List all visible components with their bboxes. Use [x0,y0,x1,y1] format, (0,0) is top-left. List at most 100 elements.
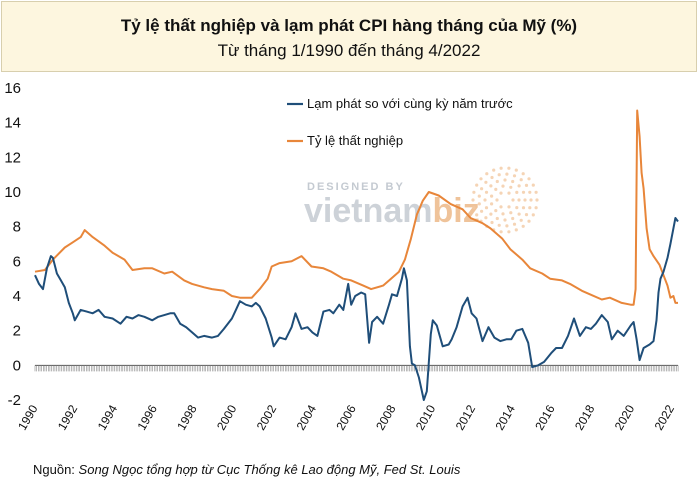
watermark-dot [494,209,498,213]
y-tick-label: 6 [13,253,21,270]
watermark-dot [531,183,535,187]
watermark-dot [503,178,507,182]
watermark-dot [484,180,488,184]
watermark-dot [529,198,533,202]
legend-label-inflation: Lạm phát so với cùng kỳ năm trước [307,96,513,111]
watermark-dot [501,212,505,216]
watermark-dot [477,194,481,198]
y-tick-label: 8 [13,219,21,236]
watermark-dot [490,202,494,206]
watermark-dot [497,173,501,177]
watermark-dot [507,230,511,234]
x-tick-label: 2002 [254,402,280,432]
series-layer [34,109,679,401]
watermark-dot [475,213,479,217]
x-tick-label: 1998 [174,402,200,432]
x-tick-label: 2004 [294,402,320,432]
watermark-dot [507,166,511,170]
x-tick-label: 1992 [55,402,81,432]
watermark-dot [511,198,515,202]
y-tick-label: -2 [8,392,21,409]
y-tick-label: 14 [4,115,21,132]
watermark-brand-a: vietnam [304,192,433,230]
source-prefix: Nguồn: [33,462,79,477]
watermark-dot [517,184,521,188]
watermark-dot [527,177,531,181]
watermark-dot [512,222,517,226]
watermark-dot [484,190,489,194]
x-tick-label: 2020 [612,402,638,432]
watermark-dot [472,206,476,210]
watermark-dot [490,194,494,198]
watermark-dot [472,190,476,194]
watermark-dot [499,230,503,234]
watermark-dot [534,206,538,210]
source-note: Nguồn: Song Ngọc tổng hợp từ Cục Thống k… [33,462,460,477]
watermark-dot [499,205,503,209]
legend: Lạm phát so với cùng kỳ năm trước Tỷ lệ … [287,96,513,148]
chart-title: Tỷ lệ thất nghiệp và lạm phát CPI hàng t… [120,16,578,35]
chart-subtitle: Từ tháng 1/1990 đến tháng 4/2022 [217,41,481,60]
watermark-dot [523,198,527,202]
watermark-dot [501,184,505,188]
legend-label-unemployment: Tỷ lệ thất nghiệp [307,133,403,148]
watermark-dot [499,166,503,170]
watermark-dot [515,190,519,194]
watermark-dot [483,198,487,202]
watermark-dot [490,175,494,180]
watermark-dot [475,183,479,187]
watermark-dot [505,172,509,176]
watermark-dot [521,172,525,176]
y-tick-label: 2 [13,323,21,340]
y-tick-label: 12 [4,149,21,166]
watermark-dot [492,168,496,172]
watermark-dot [484,206,489,210]
watermark: DESIGNED BY vietnambiz [304,166,539,234]
watermark-dot [505,224,509,228]
series-inflation-line [34,217,679,401]
watermark-dot [512,174,517,178]
watermark-dot [485,172,489,176]
x-axis-ticks [34,365,679,372]
y-tick-label: 4 [13,288,21,305]
watermark-dot [511,216,515,221]
watermark-dot [519,218,523,222]
x-tick-label: 2022 [652,402,678,432]
x-tick-label: 2010 [413,402,439,432]
watermark-dot [507,205,511,209]
watermark-dot [527,219,531,223]
title-box: Tỷ lệ thất nghiệp và lạm phát CPI hàng t… [1,1,697,72]
watermark-dot [528,206,532,210]
watermark-dot [531,213,535,217]
series-unemployment-line [34,109,678,306]
watermark-dot [494,187,498,191]
watermark-brand-b: biz [433,192,480,230]
watermark-dot [479,177,483,181]
watermark-dot [503,218,507,222]
watermark-dot [511,179,515,184]
watermark-dot [499,191,503,195]
y-tick-label: 0 [13,357,21,374]
watermark-dot [495,179,499,184]
watermark-dot [489,212,493,216]
watermark-dots-icon [471,166,539,234]
watermark-dot [534,190,538,194]
x-tick-label: 1996 [134,402,160,432]
watermark-dot [528,190,532,194]
watermark-dot [521,224,525,228]
y-tick-label: 10 [4,184,21,201]
x-tick-label: 2016 [532,402,558,432]
watermark-dot [484,216,488,220]
x-tick-label: 2000 [214,402,240,432]
watermark-dot [489,184,493,188]
x-tick-label: 2008 [373,402,399,432]
watermark-dot [507,191,511,195]
watermark-dot [514,168,518,172]
watermark-dot [477,202,481,206]
watermark-dot [509,185,513,189]
watermark-dot [480,187,484,191]
watermark-dot [524,213,529,217]
watermark-dot [495,216,499,221]
watermark-dot [517,198,521,202]
